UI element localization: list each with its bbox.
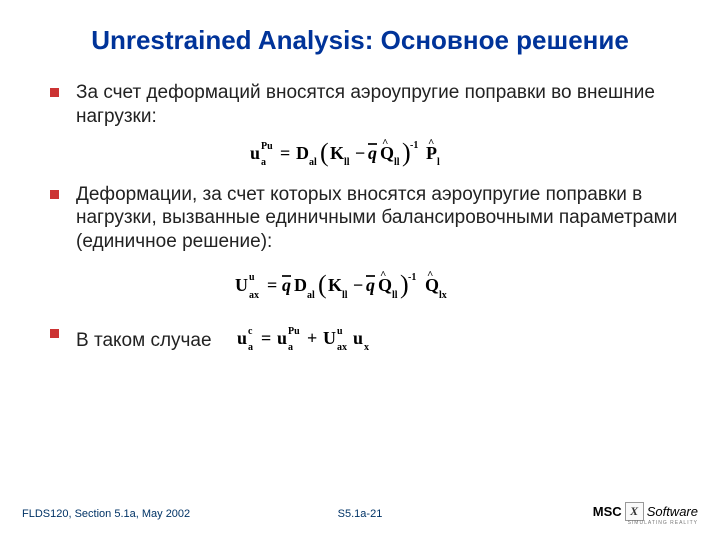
svg-text:(: ( [320, 138, 329, 167]
svg-text:q: q [282, 275, 291, 295]
svg-text:u: u [337, 326, 343, 337]
footer-logo: MSC X Software SIMULATING REALITY [593, 502, 698, 526]
svg-text:a: a [261, 157, 266, 168]
slide-title: Unrestrained Analysis: Основное решение [40, 25, 680, 56]
svg-text:ax: ax [337, 342, 347, 353]
equation-1: u Pu a = D al ( K ll − q ^ Q [50, 137, 680, 169]
svg-text:a: a [248, 342, 253, 353]
bullet-2-text: Деформации, за счет которых вносятся аэр… [76, 184, 677, 253]
svg-text:Q: Q [425, 275, 439, 295]
svg-text:x: x [364, 342, 369, 353]
svg-text:Pu: Pu [261, 141, 273, 152]
svg-text:=: = [267, 275, 277, 295]
bullet-2: Деформации, за счет которых вносятся аэр… [50, 183, 680, 254]
logo-subtitle: SIMULATING REALITY [593, 520, 698, 526]
svg-text:Q: Q [380, 143, 394, 163]
svg-text:u: u [353, 328, 363, 348]
svg-text:P: P [426, 143, 437, 163]
svg-text:D: D [296, 143, 309, 163]
svg-text:al: al [307, 290, 315, 301]
slide: Unrestrained Analysis: Основное решение … [0, 0, 720, 540]
svg-text:u: u [277, 328, 287, 348]
svg-text:K: K [328, 275, 342, 295]
svg-text:c: c [248, 326, 253, 337]
bullet-3-text: В таком случае [76, 329, 212, 353]
svg-text:-1: -1 [408, 272, 416, 283]
svg-text:Q: Q [378, 275, 392, 295]
logo-software-text: Software [647, 504, 698, 519]
bullet-1: За счет деформаций вносятся аэроупругие … [50, 81, 680, 129]
svg-text:=: = [261, 328, 271, 348]
svg-text:al: al [309, 157, 317, 168]
svg-text:q: q [366, 275, 375, 295]
svg-text:u: u [250, 143, 260, 163]
svg-text:ll: ll [342, 290, 348, 301]
logo-msc-text: MSC [593, 504, 622, 519]
svg-text:Pu: Pu [288, 326, 300, 337]
svg-text:D: D [294, 275, 307, 295]
equation-2: U u ax = q D al ( K ll − q ^ Q [50, 268, 680, 302]
logo-x-icon: X [625, 502, 644, 521]
svg-text:u: u [249, 272, 255, 283]
svg-text:−: − [353, 275, 363, 295]
svg-text:a: a [288, 342, 293, 353]
bullet-1-text: За счет деформаций вносятся аэроупругие … [76, 82, 655, 127]
footer-center-prefix: S5.1a- [338, 508, 370, 520]
svg-text:u: u [237, 328, 247, 348]
svg-text:K: K [330, 143, 344, 163]
svg-text:U: U [323, 328, 336, 348]
equation-3: u c a = u Pu a + U u ax u x [237, 322, 417, 361]
bullet-list: За счет деформаций вносятся аэроупругие … [50, 81, 680, 361]
svg-text:ll: ll [392, 290, 398, 301]
svg-text:lx: lx [439, 290, 447, 301]
svg-text:U: U [235, 275, 248, 295]
footer-page-number: 21 [370, 508, 382, 520]
svg-text:l: l [437, 157, 440, 168]
svg-text:-1: -1 [410, 140, 418, 151]
svg-text:q: q [368, 143, 377, 163]
footer: FLDS120, Section 5.1a, May 2002 S5.1a-21… [0, 500, 720, 528]
svg-text:ll: ll [394, 157, 400, 168]
svg-text:−: − [355, 143, 365, 163]
svg-text:ll: ll [344, 157, 350, 168]
svg-text:=: = [280, 143, 290, 163]
svg-text:ax: ax [249, 290, 259, 301]
svg-text:(: ( [318, 270, 327, 299]
bullet-3: В таком случае u c a = u Pu a + U u ax [50, 322, 680, 361]
svg-text:+: + [307, 328, 317, 348]
